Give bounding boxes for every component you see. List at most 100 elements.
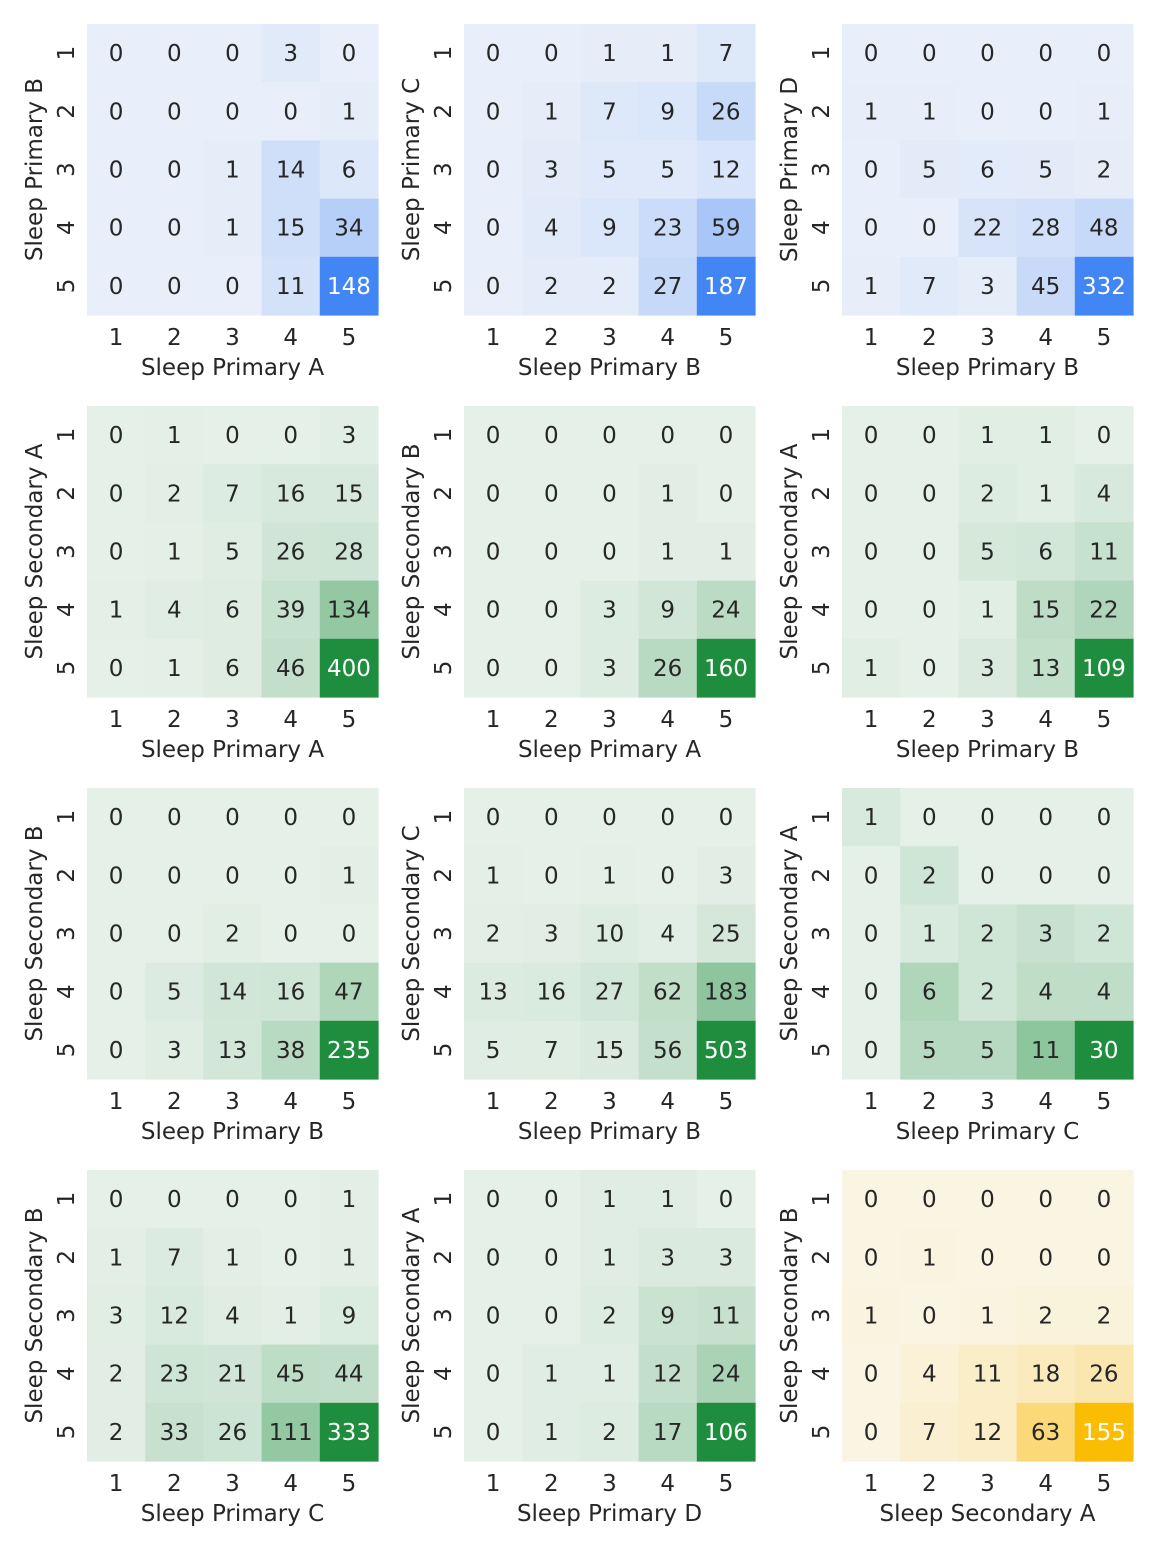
y-tick-label: 5 [54,1425,80,1440]
heatmap-cell [842,962,901,1022]
cell-label: 3 [980,274,995,300]
cell-label: 1 [1038,481,1053,507]
heatmap-cell [145,464,204,523]
cell-label: 48 [1089,216,1118,242]
heatmap-cell [638,522,698,582]
x-tick-label: 4 [1038,707,1053,733]
heatmap-cell [319,24,379,83]
cell-label: 1 [167,656,182,682]
x-tick-label: 5 [719,1471,734,1497]
heatmap-cell [87,82,146,141]
heatmap-cell [464,962,523,1022]
cell-label: 106 [704,1420,748,1446]
heatmap-cell [464,464,523,523]
heatmap-cell [87,904,146,964]
heatmap-cell [1074,1402,1134,1462]
heatmap-cell [580,24,640,83]
cell-label: 0 [225,274,240,300]
heatmap-cell [696,1228,756,1287]
cell-label: 0 [544,1245,559,1271]
cell-label: 18 [1031,1362,1060,1388]
heatmap-cell [1016,198,1076,258]
x-tick-label: 5 [342,1089,357,1115]
heatmap-cell [580,788,640,847]
cell-label: 47 [334,980,363,1006]
cell-label: 2 [602,1420,617,1446]
y-axis-label: Sleep Primary B [22,78,48,261]
x-tick-label: 3 [980,325,995,351]
cell-label: 0 [225,99,240,125]
heatmap-cell [638,788,698,847]
cell-label: 0 [225,423,240,449]
y-axis-label: Sleep Secondary B [777,1207,803,1423]
heatmap-cell [958,464,1018,523]
y-tick-label: 5 [809,279,835,294]
cell-label: 0 [486,1187,501,1213]
heatmap-cell [958,1402,1018,1462]
y-tick-label: 5 [809,1425,835,1440]
cell-label: 0 [109,99,124,125]
cell-label: 0 [864,1420,879,1446]
cell-label: 0 [922,1304,937,1330]
cell-label: 0 [1097,41,1112,67]
heatmap-cell [464,24,523,83]
heatmap-cell [319,1228,379,1287]
cell-label: 7 [225,481,240,507]
cell-label: 23 [160,1362,189,1388]
cell-label: 5 [980,1038,995,1064]
heatmap-cell [145,962,204,1022]
heatmap-cell [580,580,640,640]
heatmap-cell [842,82,901,141]
heatmap-cell [522,140,581,200]
cell-label: 0 [486,656,501,682]
y-tick-label: 3 [431,162,457,177]
y-tick-label: 5 [809,661,835,676]
heatmap-cell [1016,846,1076,905]
y-tick-label: 4 [431,1366,457,1381]
cell-label: 24 [711,598,740,624]
cell-label: 15 [276,216,305,242]
heatmap-cell [464,82,523,141]
y-tick-label: 4 [431,220,457,235]
cell-label: 0 [109,274,124,300]
cell-label: 3 [167,1038,182,1064]
cell-label: 9 [660,99,675,125]
cell-label: 0 [167,1187,182,1213]
cell-label: 0 [864,1362,879,1388]
cell-label: 0 [109,863,124,889]
cell-label: 0 [342,922,357,948]
heatmap-cell [261,638,321,698]
cell-label: 0 [1038,99,1053,125]
cell-label: 0 [109,922,124,948]
cell-label: 0 [1097,1187,1112,1213]
cell-label: 1 [980,1304,995,1330]
cell-label: 4 [225,1304,240,1330]
heatmap-cell [842,464,901,523]
heatmap-cell [261,962,321,1022]
cell-label: 4 [660,922,675,948]
cell-label: 28 [334,540,363,566]
heatmap-cell [900,1020,959,1080]
cell-label: 0 [109,216,124,242]
heatmap-cell [522,1344,581,1404]
x-tick-label: 1 [864,707,879,733]
cell-label: 1 [602,41,617,67]
cell-label: 0 [864,41,879,67]
cell-label: 3 [544,922,559,948]
heatmap-cell [958,1228,1018,1287]
heatmap-cell [958,904,1018,964]
cell-label: 0 [225,1187,240,1213]
heatmap-cell [1016,1344,1076,1404]
cell-label: 1 [342,1245,357,1271]
x-tick-label: 5 [1097,1471,1112,1497]
heatmap-cell [1016,904,1076,964]
heatmap-cell [842,1228,901,1287]
heatmap-cell [522,846,581,905]
heatmap-cell [1074,788,1134,847]
x-tick-label: 1 [109,325,124,351]
cell-label: 11 [711,1304,740,1330]
cell-label: 1 [167,423,182,449]
heatmap-cell [580,638,640,698]
